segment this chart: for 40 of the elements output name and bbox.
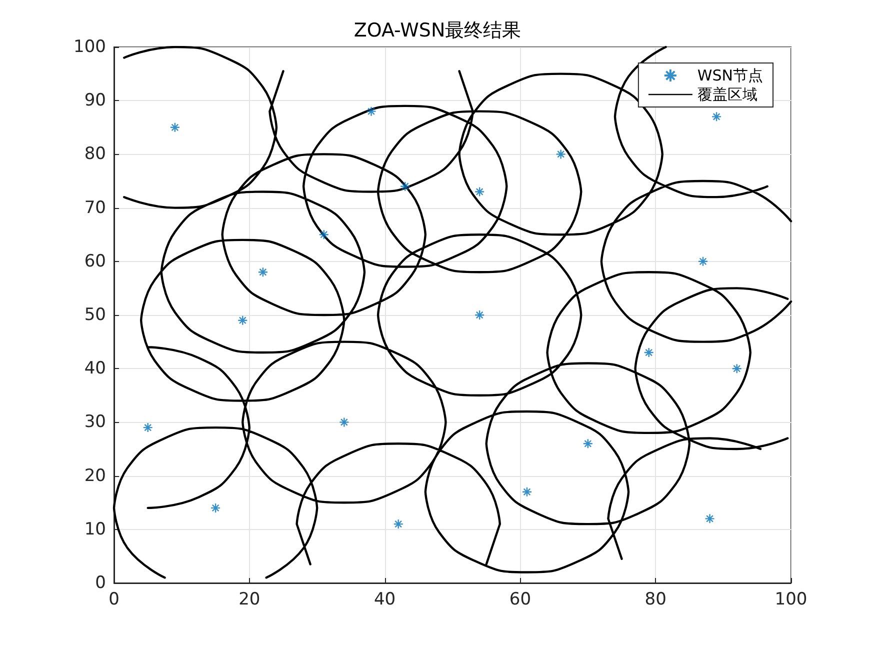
legend-label: WSN节点	[697, 66, 764, 84]
x-tick-label: 100	[774, 590, 808, 610]
point	[400, 181, 410, 192]
point	[170, 122, 180, 132]
y-tick-label: 50	[84, 305, 106, 325]
point	[142, 422, 153, 433]
y-tick-label: 80	[84, 144, 106, 164]
x-tick-label: 60	[509, 590, 532, 610]
point	[474, 310, 485, 320]
x-tick-label: 80	[644, 590, 666, 610]
point	[366, 106, 376, 116]
point	[704, 514, 715, 524]
point	[474, 186, 485, 197]
x-tick-label: 40	[374, 590, 396, 610]
point	[522, 486, 532, 497]
point	[556, 149, 566, 160]
point	[393, 518, 404, 530]
point	[711, 112, 722, 122]
point	[582, 438, 593, 449]
y-tick-label: 40	[84, 358, 106, 379]
point	[732, 364, 742, 374]
y-tick-label: 20	[84, 466, 106, 486]
x-tick-label: 0	[108, 590, 120, 610]
chart-title: ZOA-WSN最终结果	[354, 20, 522, 42]
point	[644, 347, 654, 358]
y-tick-label: 100	[74, 37, 106, 57]
point	[258, 267, 268, 278]
y-tick-label: 70	[84, 198, 106, 218]
point	[339, 417, 350, 428]
y-tick-label: 30	[84, 412, 106, 432]
point	[210, 502, 221, 514]
y-tick-label: 0	[95, 573, 106, 593]
x-tick-label: 20	[238, 590, 260, 610]
legend-label: 覆盖区域	[697, 86, 758, 104]
y-tick-label: 90	[84, 90, 106, 111]
point	[318, 230, 329, 240]
y-tick-label: 60	[84, 251, 106, 272]
point	[238, 315, 248, 326]
point	[698, 256, 708, 266]
y-tick-label: 10	[84, 519, 106, 540]
